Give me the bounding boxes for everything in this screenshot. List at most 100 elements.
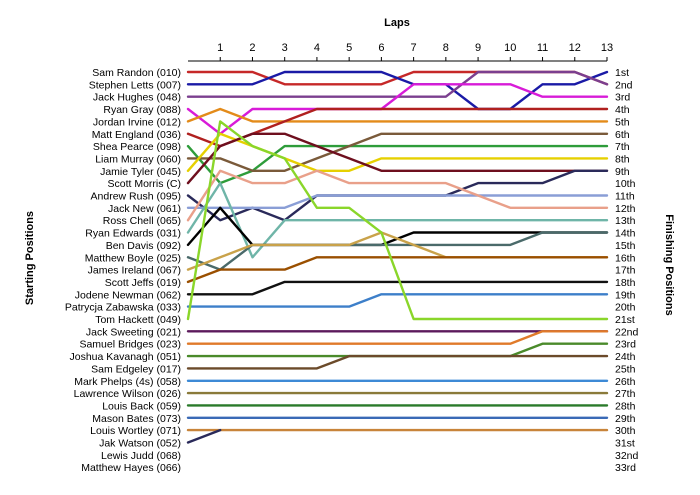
starting-driver-label: Ryan Gray (088)	[103, 104, 181, 116]
driver-position-line	[186, 428, 222, 444]
finishing-position-label: 1st	[615, 67, 629, 79]
starting-driver-label: Andrew Rush (095)	[91, 191, 181, 203]
lap-tick-label: 10	[504, 42, 516, 54]
finishing-position-label: 30th	[615, 425, 636, 437]
driver-position-line	[186, 330, 609, 345]
starting-driver-label: Ben Davis (092)	[106, 240, 181, 252]
starting-driver-label: Jamie Tyler (045)	[100, 166, 181, 178]
finishing-position-label: 6th	[615, 129, 630, 141]
driver-position-line	[186, 293, 609, 308]
starting-driver-label: Jodene Newman (062)	[75, 289, 181, 301]
starting-driver-label: Patrycja Zabawska (033)	[65, 302, 181, 314]
driver-position-line	[186, 144, 609, 185]
finishing-position-label: 17th	[615, 265, 636, 277]
starting-driver-label: Louis Back (059)	[102, 400, 181, 412]
finishing-position-label: 8th	[615, 153, 630, 165]
finishing-position-label: 5th	[615, 116, 630, 128]
starting-driver-label: Mason Bates (073)	[92, 413, 181, 425]
starting-driver-label: Jak Watson (052)	[99, 438, 181, 450]
starting-driver-label: Matt England (036)	[92, 129, 181, 141]
starting-driver-label: Louis Wortley (071)	[90, 425, 181, 437]
lap-tick-label: 8	[443, 42, 449, 54]
finishing-position-label: 14th	[615, 228, 636, 240]
driver-position-line	[186, 169, 609, 222]
finishing-positions-axis-title: Finishing Positions	[663, 214, 675, 315]
starting-positions-axis-title: Starting Positions	[24, 211, 36, 305]
starting-driver-label: Samuel Bridges (023)	[79, 339, 181, 351]
starting-driver-label: Sam Edgeley (017)	[91, 363, 181, 375]
lap-ticks-layer: 1 2 3 4 5 6 7 8 9 10 11 12 13	[217, 42, 613, 61]
starting-driver-label: Sam Randon (010)	[92, 67, 181, 79]
driver-position-line	[186, 132, 609, 185]
lap-tick-label: 9	[475, 42, 481, 54]
finishing-position-label: 21st	[615, 314, 635, 326]
finishing-position-label: 2nd	[615, 79, 633, 91]
starting-driver-label: Ross Chell (065)	[103, 215, 181, 227]
starting-driver-label: Jack Sweeting (021)	[86, 326, 181, 338]
finishing-position-label: 10th	[615, 178, 636, 190]
starting-driver-label: Lawrence Wilson (026)	[74, 388, 181, 400]
starting-driver-label: Jordan Irvine (012)	[93, 116, 181, 128]
finishing-position-label: 20th	[615, 302, 636, 314]
lap-tick-label: 2	[249, 42, 255, 54]
finishing-position-label: 31st	[615, 438, 635, 450]
starting-driver-label: Jack Hughes (048)	[93, 92, 181, 104]
lap-tick-label: 4	[314, 42, 320, 54]
starting-driver-label: Mark Phelps (4s) (058)	[74, 376, 181, 388]
finishing-position-label: 29th	[615, 413, 636, 425]
finishing-position-label: 25th	[615, 363, 636, 375]
starting-driver-label: Stephen Letts (007)	[89, 79, 181, 91]
finishing-position-label: 32nd	[615, 450, 639, 462]
starting-labels-layer: Sam Randon (010)Stephen Letts (007)Jack …	[65, 67, 181, 474]
lap-tick-label: 5	[346, 42, 352, 54]
lap-tick-label: 11	[537, 42, 548, 54]
starting-driver-label: Ryan Edwards (031)	[85, 228, 181, 240]
laps-axis-title: Laps	[384, 17, 410, 29]
finishing-position-label: 15th	[615, 240, 636, 252]
finishing-position-label: 27th	[615, 388, 636, 400]
finishing-position-label: 24th	[615, 351, 636, 363]
starting-driver-label: Joshua Kavanagh (051)	[70, 351, 182, 363]
driver-position-line	[186, 280, 609, 296]
lap-tick-label: 1	[217, 42, 223, 54]
starting-driver-label: Matthew Hayes (066)	[81, 462, 181, 474]
starting-driver-label: Tom Hackett (049)	[95, 314, 181, 326]
driver-position-line	[186, 107, 609, 148]
starting-driver-label: Matthew Boyle (025)	[85, 252, 181, 264]
driver-position-line	[186, 83, 609, 136]
finishing-position-label: 4th	[615, 104, 630, 116]
finishing-position-label: 3rd	[615, 92, 630, 104]
starting-driver-label: Liam Murray (060)	[95, 153, 181, 165]
starting-driver-label: Scott Jeffs (019)	[105, 277, 181, 289]
driver-position-line	[186, 132, 609, 173]
starting-driver-label: Shea Pearce (098)	[93, 141, 181, 153]
starting-driver-label: Scott Morris (C)	[108, 178, 182, 190]
lap-tick-label: 7	[411, 42, 417, 54]
series-lines-layer	[186, 70, 609, 444]
lap-tick-label: 6	[378, 42, 384, 54]
finishing-labels-layer: 1st2nd3rd4th5th6th7th8th9th10th11th12th1…	[615, 67, 639, 474]
driver-position-line	[186, 120, 609, 321]
driver-position-line	[186, 342, 609, 358]
lap-tick-label: 3	[282, 42, 288, 54]
starting-driver-label: Lewis Judd (068)	[101, 450, 181, 462]
finishing-position-label: 33rd	[615, 462, 636, 474]
axes-layer: Laps Starting Positions Finishing Positi…	[24, 17, 675, 316]
starting-driver-label: Jack New (061)	[108, 203, 181, 215]
finishing-position-label: 23rd	[615, 339, 636, 351]
finishing-position-label: 18th	[615, 277, 636, 289]
finishing-position-label: 26th	[615, 376, 636, 388]
finishing-position-label: 16th	[615, 252, 636, 264]
finishing-position-label: 12th	[615, 203, 636, 215]
lap-tick-label: 12	[569, 42, 581, 54]
driver-position-line	[186, 132, 609, 173]
finishing-position-label: 28th	[615, 400, 636, 412]
finishing-position-label: 19th	[615, 289, 636, 301]
finishing-position-label: 7th	[615, 141, 630, 153]
driver-position-line	[186, 107, 609, 123]
driver-position-line	[186, 181, 609, 259]
finishing-position-label: 9th	[615, 166, 630, 178]
lap-tick-label: 13	[601, 42, 613, 54]
